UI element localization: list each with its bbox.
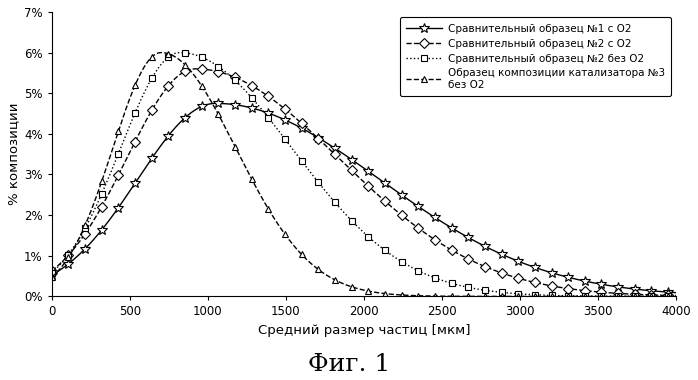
- Сравнительный образец №1 с О2: [211, 101, 220, 106]
- Образец композиции катализатора №3
без О2: [672, 294, 681, 299]
- Сравнительный образец №2 без О2: [288, 145, 296, 150]
- Сравнительный образец №2 с О2: [672, 293, 681, 298]
- Сравнительный образец №2 с О2: [314, 136, 322, 141]
- Сравнительный образец №1 с О2: [660, 290, 669, 294]
- Образец композиции катализатора №3
без О2: [593, 294, 601, 299]
- Образец композиции катализатора №3
без О2: [660, 294, 669, 299]
- Сравнительный образец №2 с О2: [593, 290, 601, 294]
- Сравнительный образец №2 без О2: [314, 180, 322, 185]
- Сравнительный образец №2 без О2: [156, 63, 164, 68]
- Line: Сравнительный образец №2 с О2: Сравнительный образец №2 с О2: [48, 65, 680, 299]
- Образец композиции катализатора №3
без О2: [119, 115, 127, 120]
- Сравнительный образец №1 с О2: [119, 199, 127, 203]
- Сравнительный образец №2 без О2: [119, 140, 127, 144]
- Образец композиции катализатора №3
без О2: [157, 50, 165, 55]
- Сравнительный образец №2 без О2: [672, 294, 681, 299]
- Сравнительный образец №2 с О2: [119, 163, 127, 168]
- Сравнительный образец №2 с О2: [156, 95, 164, 99]
- Line: Образец композиции катализатора №3
без О2: Образец композиции катализатора №3 без О…: [48, 49, 680, 300]
- Сравнительный образец №2 с О2: [660, 293, 669, 298]
- Сравнительный образец №1 с О2: [672, 290, 681, 295]
- Сравнительный образец №2 с О2: [191, 66, 200, 71]
- Образец композиции катализатора №3
без О2: [156, 51, 164, 55]
- Text: Фиг. 1: Фиг. 1: [308, 353, 390, 376]
- Сравнительный образец №1 с О2: [314, 136, 322, 140]
- Сравнительный образец №2 без О2: [660, 294, 669, 299]
- Сравнительный образец №2 с О2: [288, 112, 296, 117]
- Образец композиции катализатора №3
без О2: [47, 275, 56, 280]
- Сравнительный образец №1 с О2: [593, 281, 601, 286]
- Сравнительный образец №1 с О2: [156, 144, 164, 149]
- Сравнительный образец №2 без О2: [593, 294, 601, 298]
- Legend: Сравнительный образец №1 с О2, Сравнительный образец №2 с О2, Сравнительный обра: Сравнительный образец №1 с О2, Сравнител…: [400, 17, 671, 96]
- Line: Сравнительный образец №1 с О2: Сравнительный образец №1 с О2: [47, 98, 681, 298]
- Образец композиции катализатора №3
без О2: [288, 241, 296, 245]
- Сравнительный образец №1 с О2: [288, 120, 296, 125]
- X-axis label: Средний размер частиц [мкм]: Средний размер частиц [мкм]: [258, 324, 470, 337]
- Line: Сравнительный образец №2 без О2: Сравнительный образец №2 без О2: [48, 49, 680, 300]
- Y-axis label: % композиции: % композиции: [7, 103, 20, 206]
- Образец композиции катализатора №3
без О2: [314, 267, 322, 272]
- Сравнительный образец №2 без О2: [47, 270, 56, 275]
- Сравнительный образец №2 с О2: [47, 269, 56, 273]
- Сравнительный образец №1 с О2: [47, 273, 56, 277]
- Сравнительный образец №2 без О2: [176, 50, 184, 55]
